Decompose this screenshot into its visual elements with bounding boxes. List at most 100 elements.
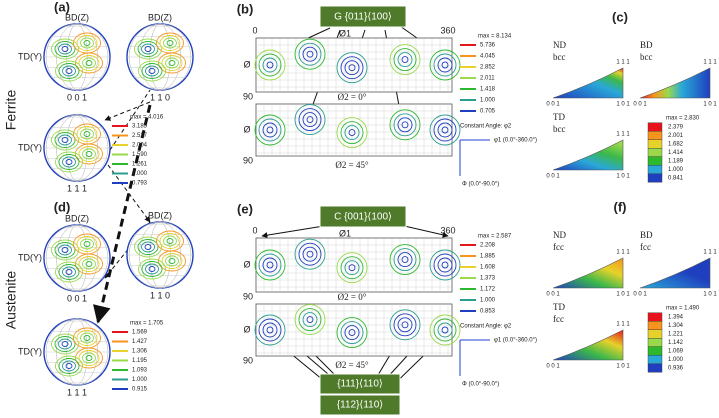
- contour: [61, 46, 69, 52]
- contour: [344, 60, 360, 76]
- axis-label: BD(Z): [65, 213, 89, 223]
- contour: [294, 304, 326, 336]
- axis-label: 90: [243, 291, 253, 301]
- legend-swatch: [647, 329, 663, 339]
- legend-level: 1.608: [480, 265, 496, 271]
- contour: [141, 261, 163, 277]
- legend-swatch: [647, 122, 663, 132]
- contour: [340, 121, 364, 145]
- axis-label: Ø1: [339, 228, 351, 238]
- corner-label: 1 0 1: [616, 364, 630, 370]
- contour: [80, 128, 94, 140]
- component-label: {111}⟨110⟩: [337, 379, 383, 390]
- pole-label: 1 1 1: [67, 387, 87, 397]
- corner-label: 0 0 1: [546, 292, 560, 298]
- ipf-direction: ND: [553, 40, 566, 50]
- legend-level: 1.304: [668, 323, 684, 329]
- contour: [336, 117, 368, 149]
- contour: [58, 244, 72, 256]
- ipf-triangle: [552, 139, 624, 171]
- contour: [302, 46, 318, 62]
- axis-label: 90: [243, 355, 253, 365]
- ipf-direction: TD: [553, 112, 565, 122]
- section-label: Ø2 = 0°: [338, 92, 367, 102]
- contour: [165, 57, 179, 69]
- legend-level: 0.853: [480, 309, 496, 315]
- pole-label: 1 1 1: [67, 183, 87, 193]
- axis-label: TD(Y): [18, 142, 42, 152]
- contour: [51, 129, 79, 151]
- corner-label: 0 0 1: [546, 174, 560, 180]
- contour: [166, 40, 174, 46]
- contour: [441, 261, 449, 269]
- section-label: Ø2 = 45°: [335, 160, 369, 170]
- axis-label: 360: [440, 225, 455, 235]
- contour: [433, 53, 457, 77]
- axis-label: Ø: [243, 324, 250, 334]
- contour: [54, 242, 76, 258]
- contour: [294, 238, 326, 270]
- contour: [336, 317, 368, 349]
- legend-level: 1.590: [132, 152, 148, 158]
- contour: [58, 134, 72, 146]
- contour: [441, 126, 449, 134]
- ipf-direction: BD: [640, 230, 653, 240]
- legend-level: 1.000: [132, 377, 148, 383]
- contour: [82, 57, 96, 69]
- contour: [254, 49, 286, 81]
- contour: [340, 256, 364, 280]
- corner-label: 0 0 1: [546, 364, 560, 370]
- ipf-triangle: [552, 257, 624, 289]
- contour: [62, 360, 76, 372]
- contour: [348, 64, 356, 72]
- legend-level: 1.000: [480, 298, 496, 304]
- legend-max: max = 1.490: [666, 306, 700, 312]
- contour: [298, 42, 322, 66]
- contour: [302, 112, 318, 128]
- legend-level: 1.427: [132, 339, 148, 345]
- ipf-direction: ND: [553, 230, 566, 240]
- contour: [78, 55, 100, 71]
- legend-max: max = 2.830: [666, 116, 700, 122]
- contour: [433, 318, 457, 342]
- contour: [166, 238, 174, 244]
- legend-swatch: [647, 165, 663, 174]
- section-label: Ø2 = 0°: [338, 292, 367, 302]
- contour: [138, 60, 166, 82]
- contour: [168, 60, 176, 66]
- contour: [393, 248, 417, 272]
- contour: [393, 113, 417, 137]
- axis-title: φ1 (0.0°-360.0°): [494, 138, 537, 144]
- corner-label: 1 1 1: [616, 60, 630, 66]
- legend-level: 2.011: [480, 76, 495, 82]
- axis-label: Ø: [243, 259, 250, 269]
- contour: [389, 109, 421, 141]
- contour: [302, 246, 318, 262]
- pole-grid: [45, 23, 109, 91]
- contour: [58, 63, 80, 79]
- contour: [65, 269, 73, 275]
- axis-label: TD(Y): [18, 252, 42, 262]
- contour: [54, 336, 76, 352]
- contour: [262, 122, 278, 138]
- axis-label: Ø: [243, 124, 250, 134]
- contour: [401, 121, 409, 129]
- legend-level: 1.000: [132, 171, 148, 177]
- contour: [78, 146, 100, 162]
- contour: [144, 46, 152, 52]
- legend-max: max = 1.705: [130, 321, 164, 327]
- contour: [168, 258, 176, 264]
- component-label: {112}⟨110⟩: [337, 400, 383, 411]
- contour: [397, 317, 413, 333]
- contour: [54, 41, 76, 57]
- contour: [294, 38, 326, 70]
- contour: [148, 266, 156, 272]
- contour: [389, 309, 421, 341]
- ipf-direction: TD: [553, 302, 565, 312]
- contour: [258, 318, 282, 342]
- axis-title: φ1 (0.0°-360.0°): [494, 338, 537, 344]
- legend-level: 2.001: [668, 133, 684, 139]
- contour: [437, 122, 453, 138]
- contour: [266, 326, 274, 334]
- legend-level: 0.705: [480, 109, 496, 115]
